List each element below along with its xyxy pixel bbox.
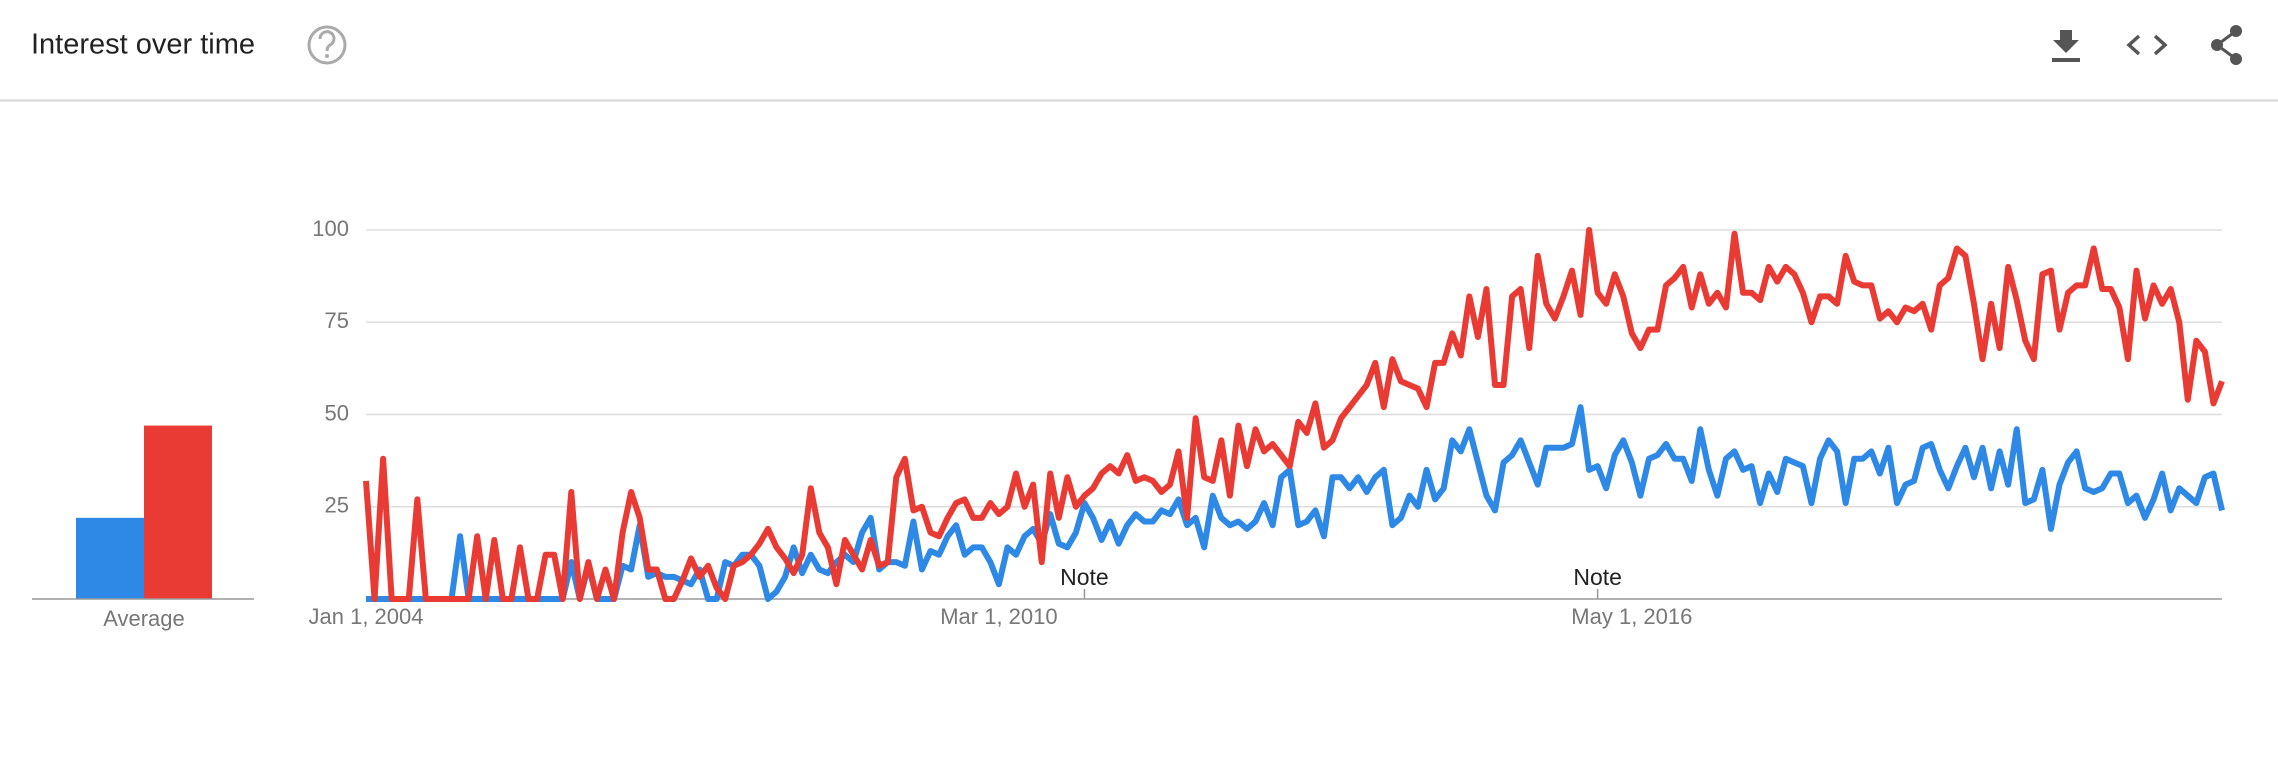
average-bar [76, 517, 144, 599]
annotation: Note [1060, 564, 1109, 590]
help-dot [325, 54, 329, 58]
share-node [2230, 25, 2242, 37]
x-tick-label: May 1, 2016 [1571, 604, 1692, 629]
y-tick-label: 25 [325, 493, 349, 518]
y-tick-label: 100 [312, 216, 349, 241]
x-tick-label: Mar 1, 2010 [940, 604, 1057, 629]
average-bar [144, 425, 212, 599]
y-tick-label: 50 [325, 400, 349, 425]
annotation: Note [1573, 564, 1622, 590]
help-glyph [318, 30, 336, 52]
share-node [2211, 39, 2223, 51]
series-line [366, 404, 2225, 602]
share-button[interactable] [2211, 25, 2242, 65]
embed-button[interactable] [2126, 34, 2168, 56]
chart-title: Interest over time [31, 29, 255, 61]
series-line [363, 227, 2225, 602]
download-button[interactable] [2052, 30, 2080, 62]
x-tick-label: Jan 1, 2004 [309, 604, 424, 629]
help-circle [307, 25, 347, 65]
y-tick-label: 75 [325, 308, 349, 333]
download-icon [2052, 30, 2080, 62]
average-label: Average [103, 606, 185, 631]
share-node [2230, 53, 2242, 65]
embed-icon [2126, 34, 2168, 56]
help-icon[interactable] [307, 25, 347, 65]
